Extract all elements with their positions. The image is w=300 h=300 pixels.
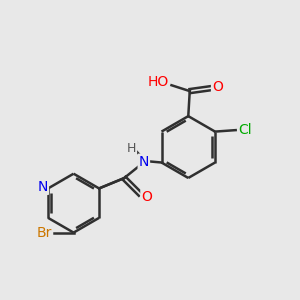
Text: N: N xyxy=(38,180,48,194)
Text: H: H xyxy=(127,142,136,155)
Text: N: N xyxy=(139,154,149,169)
Text: HO: HO xyxy=(147,75,169,89)
Text: Cl: Cl xyxy=(238,123,252,137)
Text: O: O xyxy=(212,80,223,94)
Text: Br: Br xyxy=(36,226,52,240)
Text: O: O xyxy=(141,190,152,204)
